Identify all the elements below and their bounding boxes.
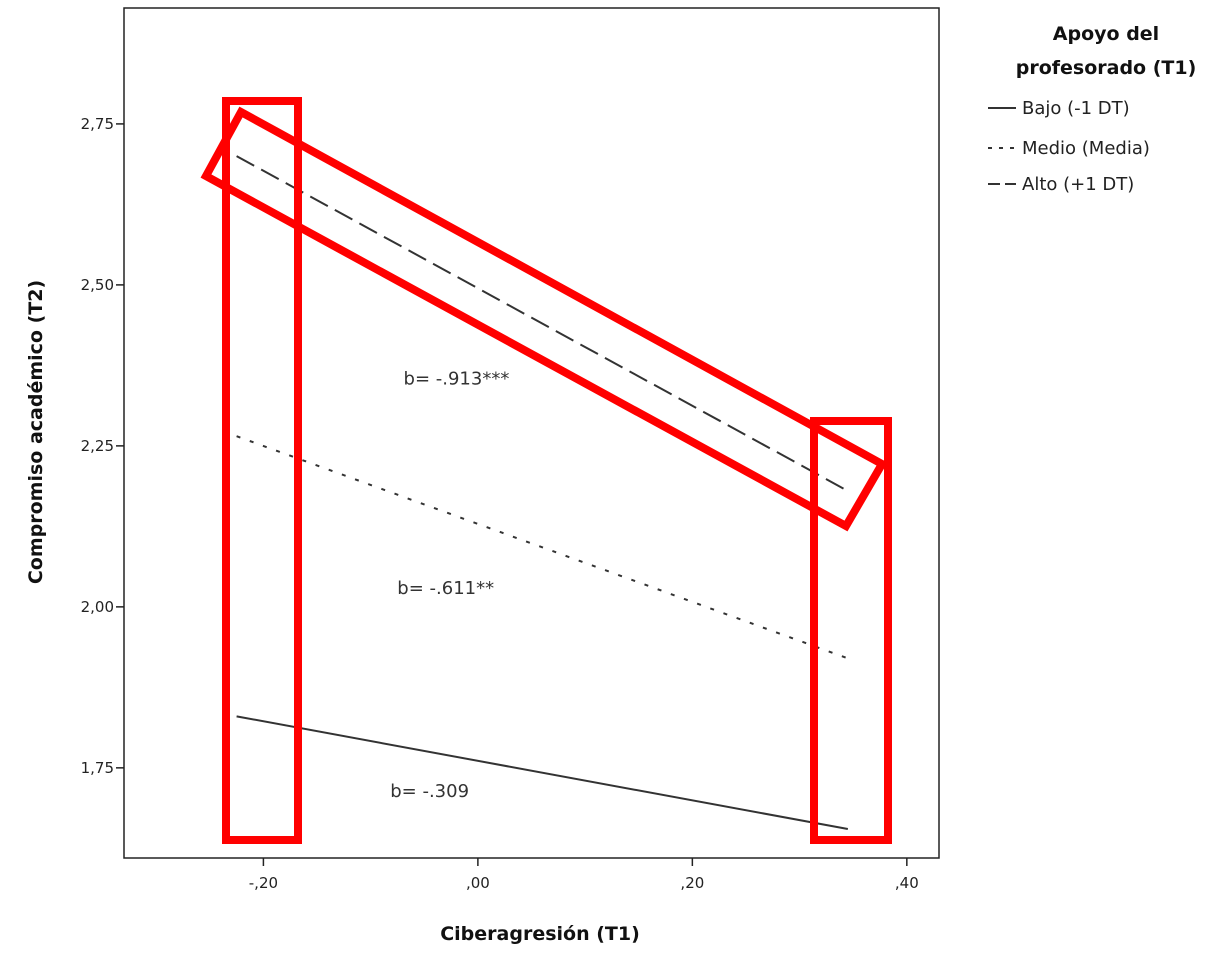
highlight-box-right [810, 417, 892, 844]
y-tick-label: 1,75 [81, 759, 114, 777]
slope-annotation: b= -.611** [397, 578, 494, 599]
legend-label: Medio (Media) [1022, 138, 1150, 159]
y-axis-title: Compromiso académico (T2) [25, 280, 47, 584]
y-tick-label: 2,50 [81, 276, 114, 294]
x-tick-label: ,00 [466, 874, 490, 892]
y-tick-label: 2,00 [81, 598, 114, 616]
highlight-box-diagonal [200, 106, 888, 532]
y-tick-label: 2,25 [81, 437, 114, 455]
x-axis-title: Ciberagresión (T1) [440, 923, 640, 945]
x-tick-label: ,20 [680, 874, 704, 892]
annotation-layer: b= -.913*** b= -.611** b= -.309 [390, 369, 509, 802]
legend-title-line2: profesorado (T1) [1016, 57, 1197, 79]
series-line-solid [236, 715, 849, 831]
x-axis: -,20 ,00 ,20 ,40 [249, 858, 919, 892]
series-line-dashed [236, 155, 849, 492]
series-layer [236, 155, 849, 831]
legend-items: Bajo (-1 DT) Medio (Media) Alto (+1 DT) [988, 98, 1150, 195]
highlight-box-left [222, 97, 302, 844]
plot-frame [123, 7, 940, 859]
y-tick-label: 2,75 [81, 115, 114, 133]
legend: Apoyo del profesorado (T1) Bajo (-1 DT) M… [988, 23, 1196, 195]
y-axis: 1,75 2,00 2,25 2,50 2,75 [81, 115, 124, 777]
slope-annotation: b= -.309 [390, 781, 469, 802]
legend-title-line1: Apoyo del [1053, 23, 1159, 45]
legend-label: Bajo (-1 DT) [1022, 98, 1130, 119]
red-highlight-boxes [200, 97, 892, 844]
x-tick-label: ,40 [895, 874, 919, 892]
legend-label: Alto (+1 DT) [1022, 174, 1134, 195]
slope-annotation: b= -.913*** [404, 369, 510, 390]
x-tick-label: -,20 [249, 874, 278, 892]
series-line-dotted [236, 435, 849, 660]
